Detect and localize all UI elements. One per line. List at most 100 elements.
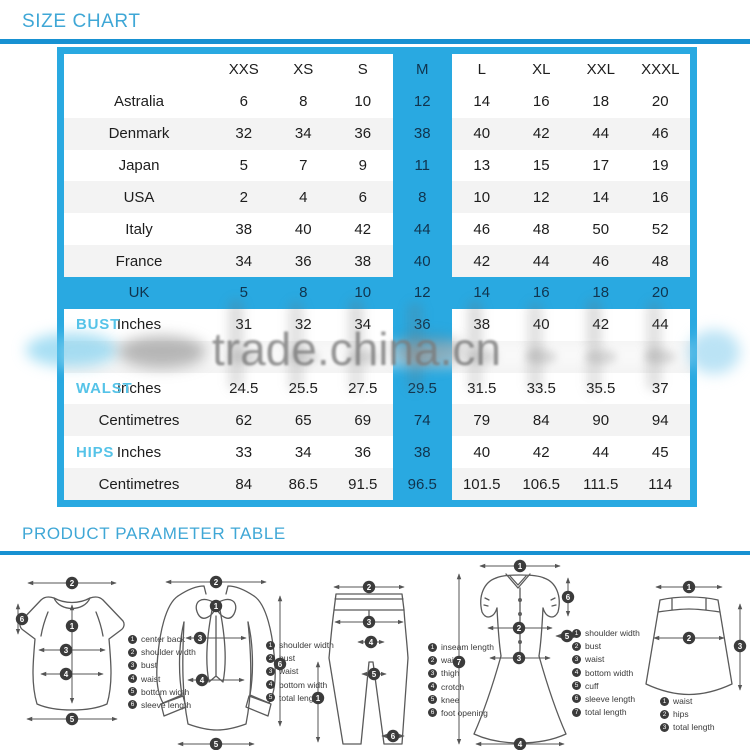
- size-value-cell: 8: [392, 181, 452, 214]
- svg-text:3: 3: [367, 618, 372, 627]
- svg-text:1: 1: [214, 602, 219, 611]
- legend-label: total length: [585, 707, 627, 718]
- size-value-cell: 10: [354, 93, 372, 111]
- svg-text:5: 5: [214, 740, 219, 749]
- marker-badge: 3: [193, 631, 207, 645]
- legend-label: hips: [673, 709, 689, 720]
- size-value-cell: 16: [651, 188, 669, 206]
- size-value-cell: 25.5: [288, 380, 318, 398]
- size-value-cell: 101.5: [462, 475, 501, 493]
- table-row: BUST Inches 31 32 34 36 38 40 42 44: [64, 308, 690, 341]
- table-header-row: XXS XS S M L XL XXL XXXL: [64, 54, 690, 86]
- column-header: XL: [532, 61, 551, 79]
- legend-number-badge: 6: [428, 708, 437, 718]
- legend-item: 1 shoulder width: [572, 628, 640, 638]
- skirt-legend: 1 waist 2 hips 3 total length: [660, 696, 715, 736]
- skirt-diagram: 1 2 3: [645, 580, 747, 696]
- size-value-cell: 34: [294, 125, 312, 143]
- legend-item: 1 inseam length: [428, 642, 494, 652]
- legend-label: waist: [585, 654, 605, 665]
- size-value-cell: 40: [392, 245, 452, 278]
- marker-badge: 6: [15, 612, 29, 626]
- legend-label: shoulder width: [585, 628, 640, 638]
- legend-number-badge: 2: [266, 653, 275, 663]
- marker-badge: 1: [209, 599, 223, 613]
- legend-item: 5 bottom width: [128, 687, 196, 697]
- row-label-cell: HIPS Inches: [76, 443, 162, 461]
- svg-text:3: 3: [738, 642, 743, 651]
- size-value-cell: 46: [651, 125, 669, 143]
- top-divider: [0, 39, 750, 44]
- marker-badge: 4: [513, 737, 527, 750]
- svg-text:5: 5: [565, 632, 570, 641]
- size-value-cell: 106.5: [522, 475, 561, 493]
- legend-label: knee: [441, 694, 460, 705]
- marker-badge: 4: [59, 667, 73, 681]
- table-row: HIPS Inches 33 34 36 38 40 42 44 45: [64, 436, 690, 469]
- legend-label: crotch: [441, 681, 465, 692]
- legend-number-badge: 1: [128, 634, 137, 644]
- svg-text:6: 6: [20, 615, 25, 624]
- size-value-cell: 50: [592, 220, 610, 238]
- row-label-cell: Centimetres: [98, 475, 180, 493]
- size-value-cell: 46: [592, 252, 610, 270]
- size-value-cell: 96.5: [392, 468, 452, 501]
- size-value-cell: 6: [358, 188, 367, 206]
- size-value-cell: 35.5: [586, 380, 616, 398]
- watermark-blob: [118, 336, 206, 368]
- size-value-cell: 91.5: [348, 475, 378, 493]
- watermark-smudge-bottom: [228, 347, 244, 391]
- legend-number-badge: 6: [128, 700, 137, 710]
- size-value-cell: 34: [235, 252, 253, 270]
- legend-label: total length: [673, 722, 715, 733]
- legend-number-badge: 4: [128, 674, 137, 684]
- size-value-cell: 9: [358, 157, 367, 174]
- legend-label: cuff: [585, 680, 599, 691]
- size-value-cell: 31.5: [467, 380, 497, 398]
- legend-number-badge: 2: [660, 709, 669, 719]
- marker-badge: 6: [386, 729, 400, 743]
- shirt-diagram: 2 6 1 3 4 5: [15, 576, 125, 726]
- measure-group-label: HIPS: [76, 443, 115, 461]
- svg-text:6: 6: [278, 660, 283, 669]
- legend-number-badge: 2: [572, 641, 581, 651]
- size-value-cell: 111.5: [583, 475, 619, 493]
- legend-item: 3 total length: [660, 722, 715, 732]
- table-row: Astralia 6 8 10 12 14 16 18 20: [64, 85, 690, 118]
- size-value-cell: 69: [354, 411, 372, 429]
- legend-label: bust: [279, 653, 296, 664]
- size-value-cell: 8: [299, 93, 308, 111]
- legend-number-badge: 5: [128, 687, 137, 697]
- svg-text:3: 3: [517, 654, 522, 663]
- legend-number-badge: 1: [266, 640, 275, 650]
- svg-text:2: 2: [214, 578, 219, 587]
- size-value-cell: 5: [239, 157, 248, 174]
- legend-item: 4 bottom width: [266, 680, 334, 690]
- size-value-cell: 62: [235, 411, 253, 429]
- legend-item: 5 knee: [428, 695, 494, 705]
- size-value-cell: 38: [392, 117, 452, 150]
- blouse-legend: 1 shoulder width 2 bust 3 waist 4 bottom width 5…: [266, 640, 334, 706]
- marker-badge: 3: [362, 615, 376, 629]
- watermark-blob: [688, 330, 740, 374]
- legend-label: thigh: [441, 668, 460, 679]
- size-value-cell: 24.5: [229, 380, 259, 398]
- size-value-cell: 65: [294, 411, 312, 429]
- size-value-cell: 36: [354, 443, 372, 461]
- legend-label: waist: [441, 655, 461, 666]
- table-row: Centimetres 84 86.5 91.5 96.5 101.5 106.5 111.5…: [64, 468, 690, 501]
- legend-number-badge: 5: [266, 693, 275, 703]
- legend-label: bottom width: [141, 686, 190, 697]
- legend-label: sleeve length: [141, 699, 192, 710]
- size-value-cell: 38: [473, 316, 491, 334]
- legend-number-badge: 3: [266, 666, 275, 676]
- size-value-cell: 36: [392, 308, 452, 341]
- legend-label: shoulder width: [279, 640, 334, 650]
- size-value-cell: 94: [651, 411, 669, 429]
- legend-item: 6 foot opening: [428, 708, 494, 718]
- legend-label: center back: [141, 634, 185, 644]
- legend-number-badge: 3: [428, 668, 437, 678]
- size-value-cell: 5: [239, 284, 248, 302]
- svg-text:6: 6: [391, 732, 396, 741]
- row-label-cell: USA: [123, 188, 155, 206]
